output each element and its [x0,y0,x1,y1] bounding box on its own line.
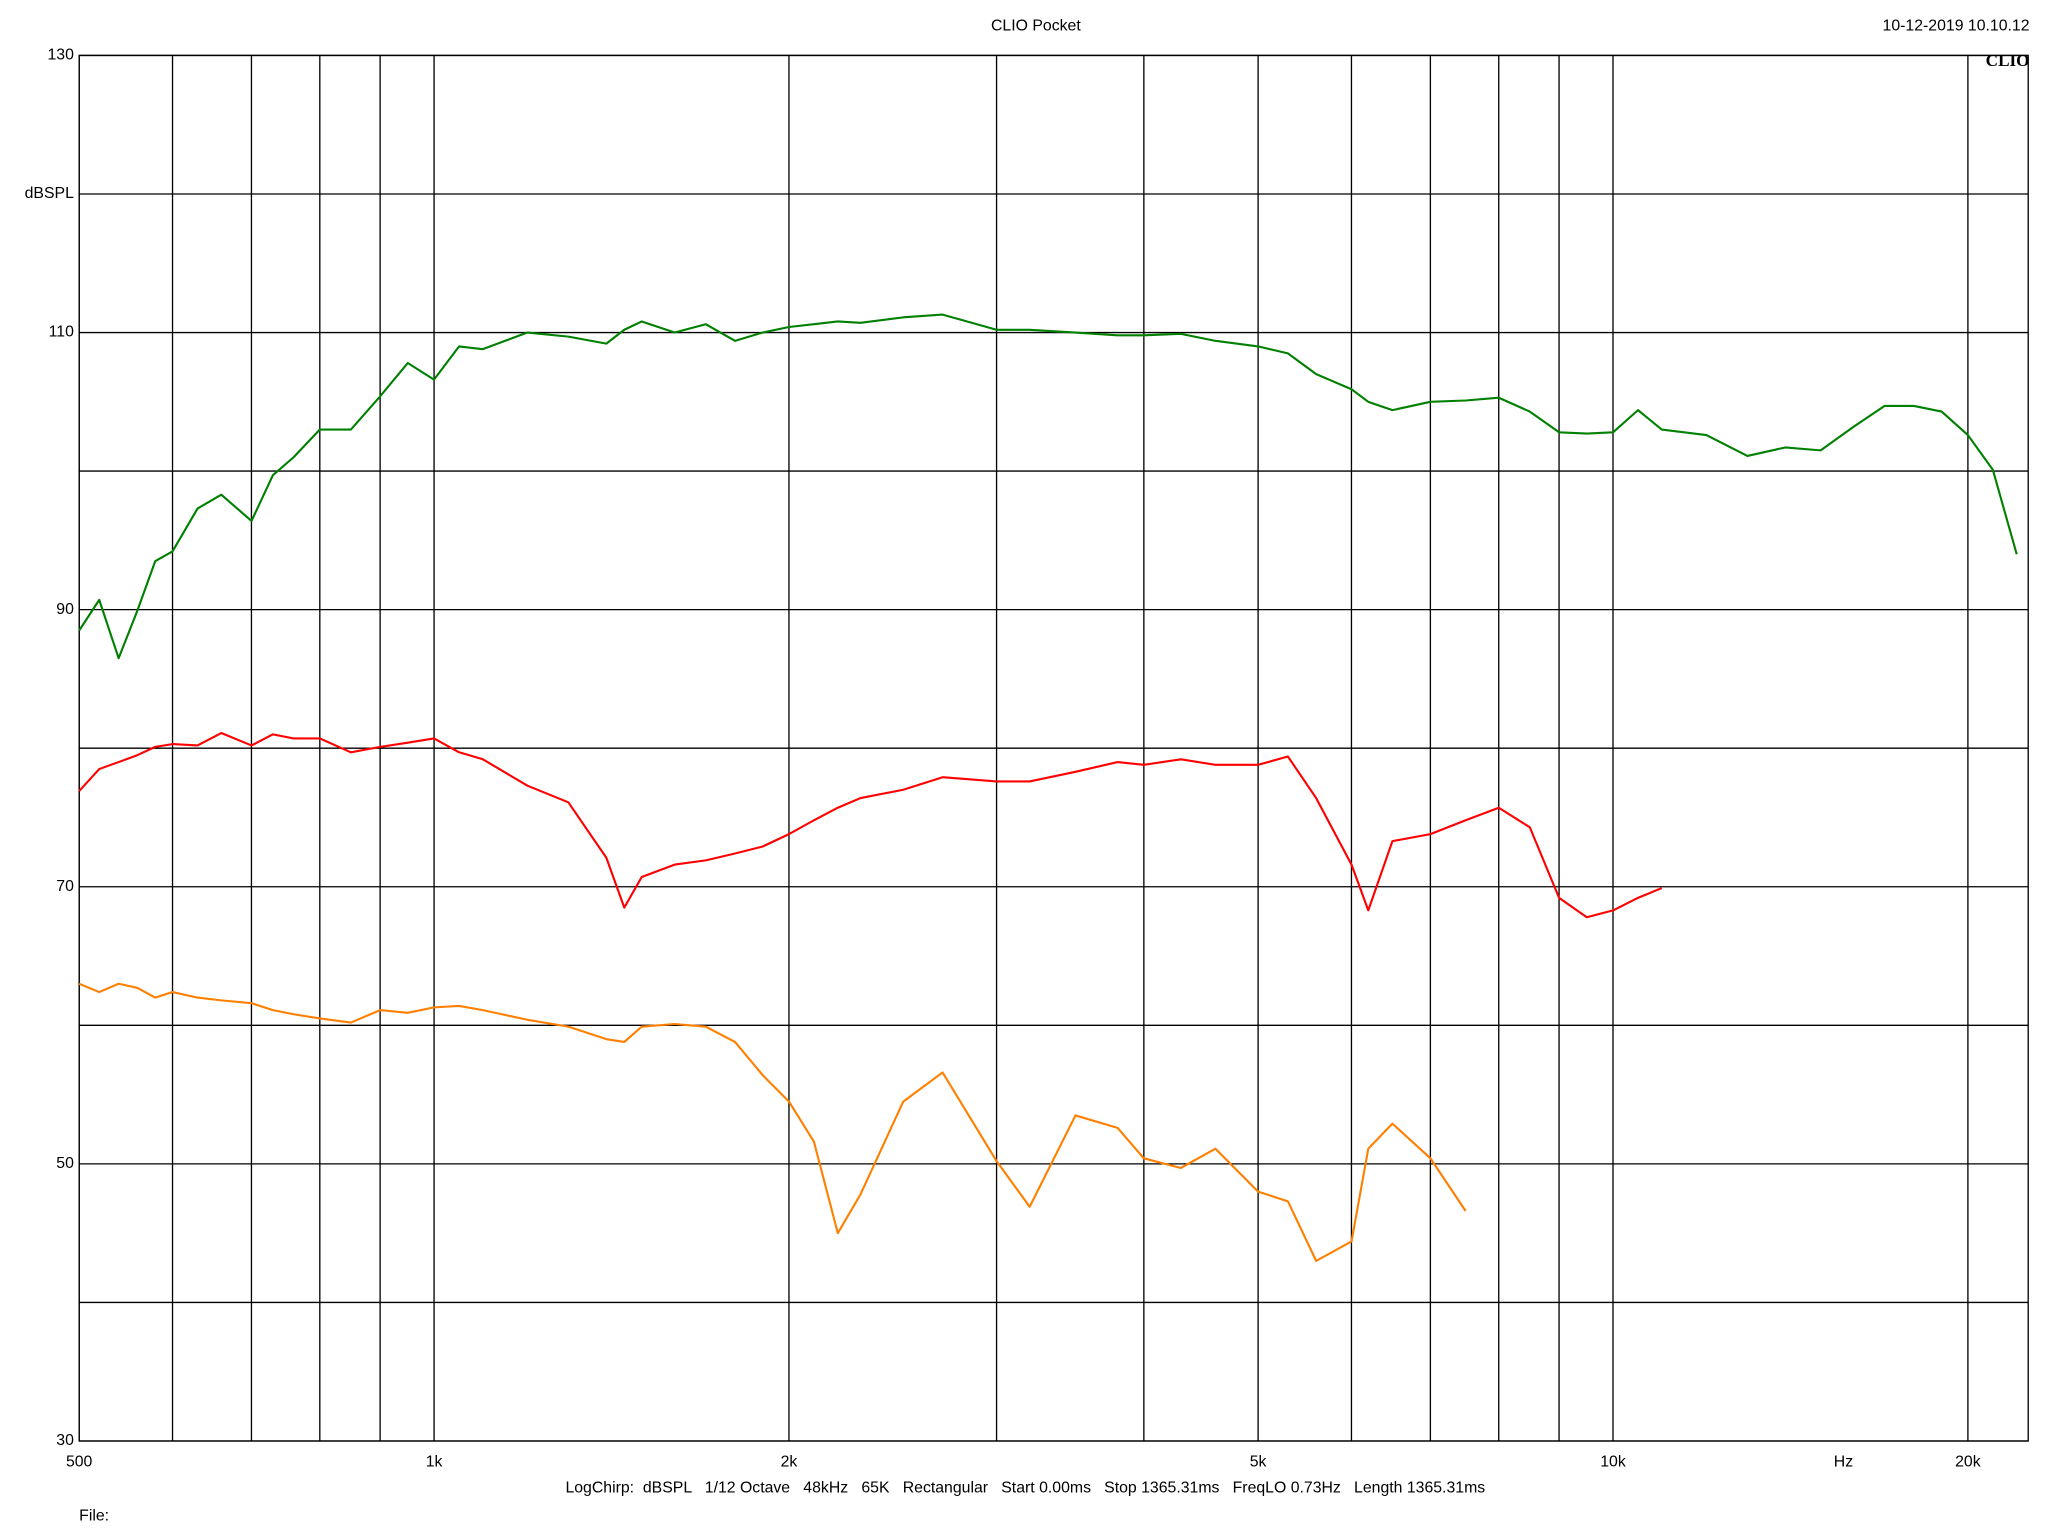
x-tick-label: 1k [426,1453,443,1470]
x-tick-label: 500 [66,1453,93,1470]
y-tick-label: 70 [56,878,74,895]
x-tick-label: 20k [1955,1453,1981,1470]
logo: CLIO [1986,51,2030,70]
x-axis-label: Hz [1834,1453,1853,1470]
x-tick-label: 5k [1250,1453,1267,1470]
y-tick-label: 90 [56,601,74,618]
footer: LogChirp: dBSPL 1/12 Octave 48kHz 65K Re… [565,1480,1485,1497]
series-line [78,731,1663,919]
chart-title: CLIO Pocket [991,18,1081,35]
y-tick-label: 50 [56,1155,74,1172]
x-tick-label: 10k [1600,1453,1626,1470]
series-line [78,982,1467,1262]
file-label: File: [79,1507,109,1524]
y-tick-label: 130 [47,47,74,64]
y-tick-label: 110 [49,324,74,341]
series-line [78,313,2018,660]
timestamp: 10-12-2019 10.10.12 [1883,18,2030,35]
x-tick-label: 2k [781,1453,798,1470]
y-tick-label: 30 [56,1432,74,1449]
y-axis-label: dBSPL [25,185,74,202]
